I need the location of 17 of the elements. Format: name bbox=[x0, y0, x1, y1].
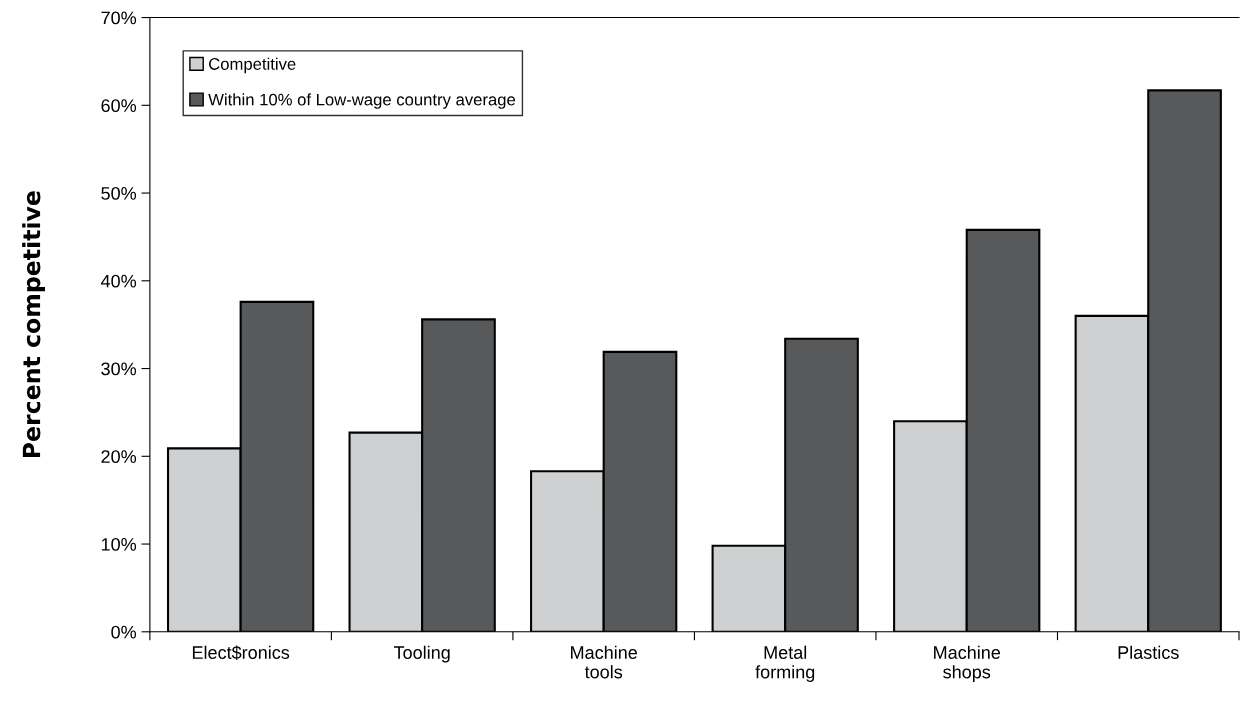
x-tick-label: Tooling bbox=[393, 645, 450, 663]
y-tick-label: 0% bbox=[111, 625, 137, 639]
x-tick-label: Elect$ronics bbox=[192, 645, 290, 661]
y-tick-label: 70% bbox=[101, 11, 137, 25]
y-tick-label: 50% bbox=[101, 186, 137, 200]
x-tick-label: Plastics bbox=[1118, 645, 1179, 659]
x-tick-label: Machine tools bbox=[571, 645, 638, 679]
y-tick-label: 60% bbox=[101, 99, 137, 113]
y-tick-label: 30% bbox=[101, 362, 137, 376]
y-tick-label: 40% bbox=[100, 274, 137, 288]
legend-label: Within 10% of Low-wage country average bbox=[208, 93, 516, 109]
x-tick-label: Machine shops bbox=[934, 645, 1001, 682]
y-tick-label: 10% bbox=[101, 537, 137, 551]
y-tick-label: 20% bbox=[101, 450, 137, 464]
x-tick-label: Metal forming bbox=[755, 645, 815, 682]
legend-label: Competitive bbox=[209, 57, 296, 74]
y-axis-title: Percent competitive bbox=[22, 191, 45, 458]
